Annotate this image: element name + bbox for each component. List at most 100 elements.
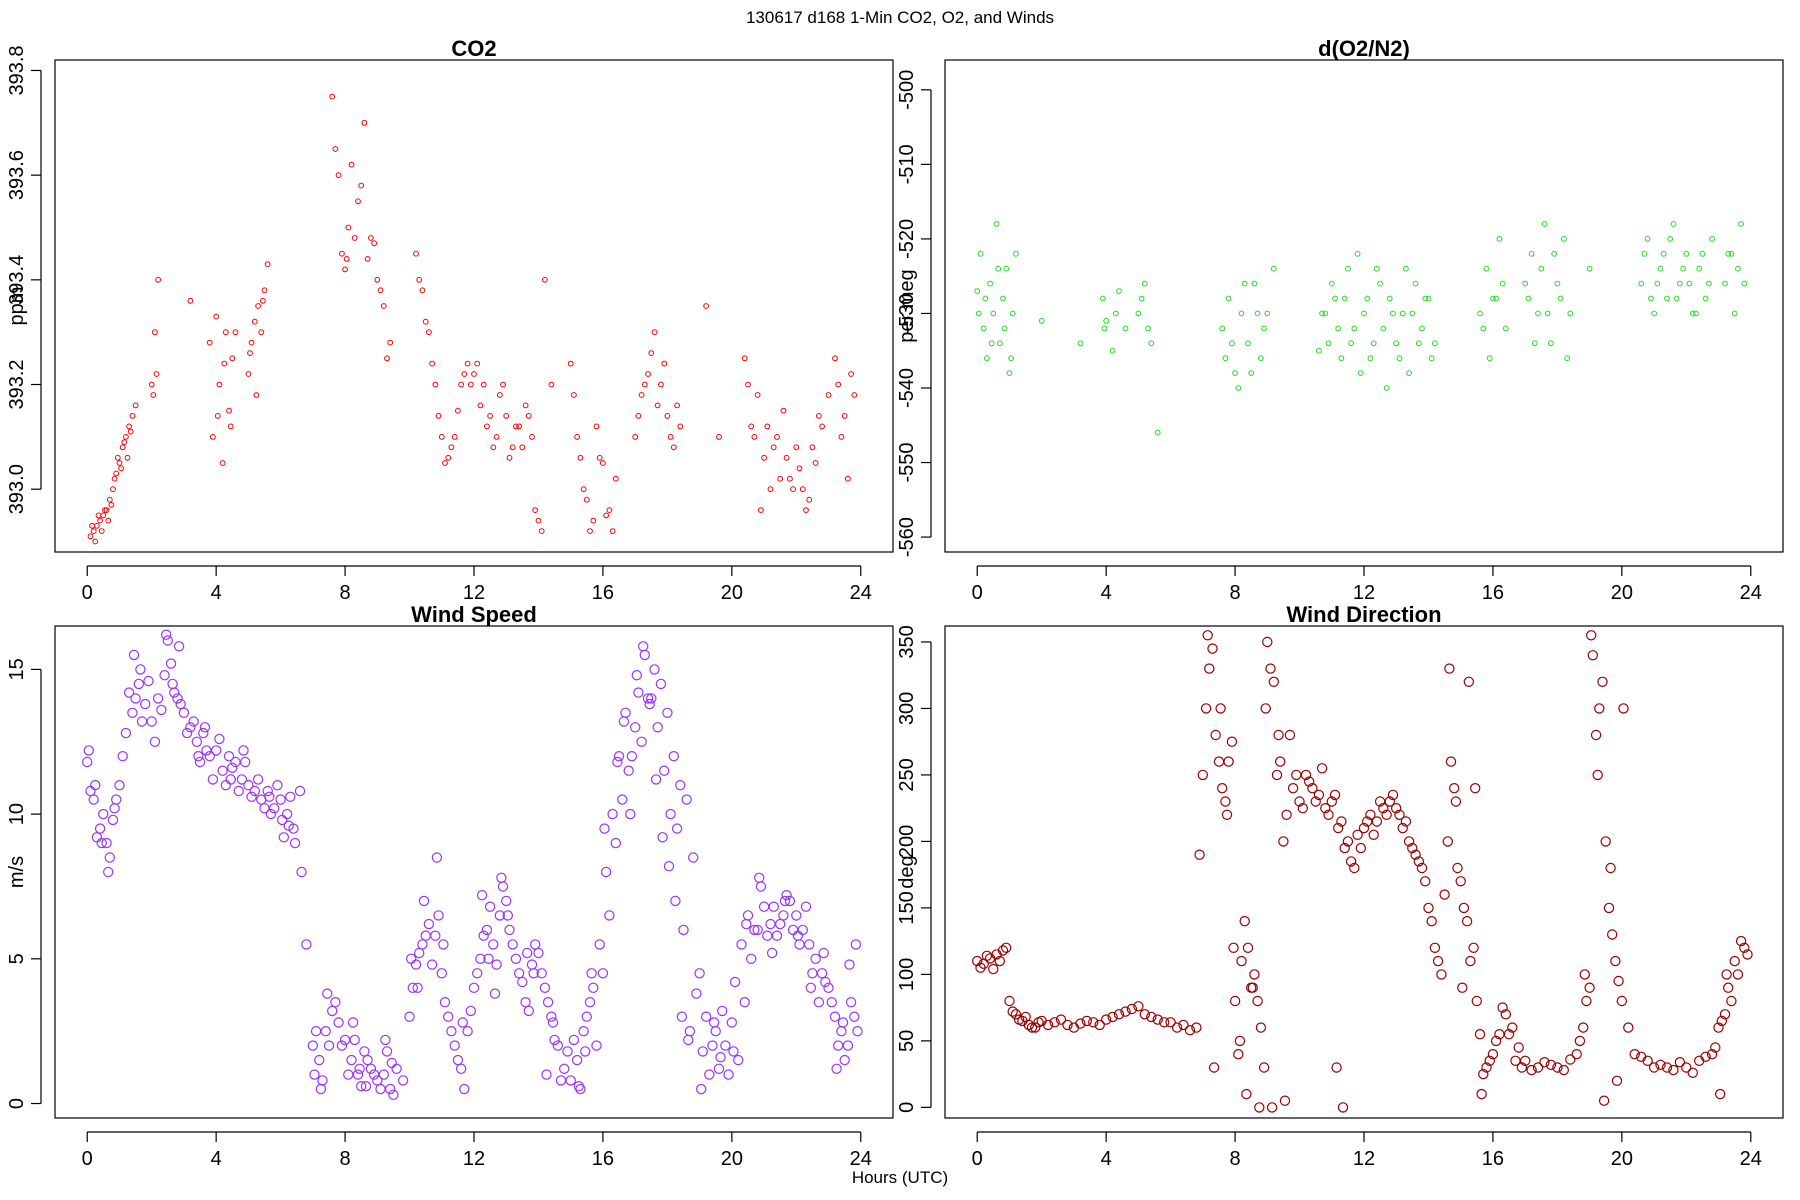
wind-speed-data-point xyxy=(315,1083,327,1095)
wind-direction-data-point xyxy=(1574,1035,1586,1047)
co2-data-point xyxy=(587,528,593,534)
co2-data-point xyxy=(124,454,131,461)
wind-direction-data-point xyxy=(1368,829,1379,841)
co2-data-point xyxy=(121,439,128,446)
wind-speed-data-point xyxy=(670,895,681,907)
o2n2-data-point xyxy=(1657,265,1664,272)
wind-speed-data-point xyxy=(236,774,248,785)
co2-data-point xyxy=(210,434,216,440)
o2n2-data-point xyxy=(995,265,1002,272)
o2n2-y-tick-label: -540 xyxy=(896,368,918,408)
wind-speed-data-point xyxy=(708,1017,720,1028)
wind-direction-data-point xyxy=(1603,902,1615,914)
wind-speed-data-point xyxy=(707,1040,718,1051)
o2n2-data-point xyxy=(1567,310,1574,317)
wind-speed-data-point xyxy=(368,1069,380,1080)
wind-speed-data-point xyxy=(496,872,507,884)
o2n2-x-tick-label: 24 xyxy=(1740,582,1762,604)
wind-speed-data-point xyxy=(94,823,106,834)
panel-co2: CO2 0 4 8 12 16 20 24 393.0 393.2 393.4 393.6 393.8 p… xyxy=(6,36,894,604)
wind-speed-data-point xyxy=(502,910,513,921)
wind-speed-data-point xyxy=(252,774,264,785)
o2n2-data-point xyxy=(1270,265,1277,272)
wind-speed-data-point xyxy=(214,733,225,745)
wind-speed-data-point xyxy=(528,968,539,979)
wind-speed-data-point xyxy=(555,1075,567,1086)
wind-direction-data-point xyxy=(1358,822,1370,834)
wind-speed-data-point xyxy=(546,1011,557,1022)
wind-direction-data-point xyxy=(1469,783,1481,794)
co2-data-point xyxy=(339,250,345,257)
co2-data-point xyxy=(677,423,684,430)
co2-data-point xyxy=(474,360,481,367)
wind-direction-data-point xyxy=(1558,1064,1570,1076)
wind-direction-data-point xyxy=(1165,1017,1176,1028)
wind-speed-data-point xyxy=(807,968,818,979)
wind-speed-data-point xyxy=(850,939,862,950)
o2n2-data-point xyxy=(1013,250,1019,257)
wind-direction-data-point xyxy=(1371,816,1383,827)
o2n2-data-point xyxy=(1112,310,1119,317)
o2n2-data-point xyxy=(1386,295,1393,302)
wind-speed-x-tick-label: 12 xyxy=(463,1148,485,1170)
wind-direction-y-tick-label: 0 xyxy=(896,1102,918,1113)
o2n2-data-point xyxy=(1241,280,1248,287)
wind-speed-data-point xyxy=(837,1017,849,1028)
o2n2-y-tick-label: -550 xyxy=(896,443,918,483)
wind-direction-data-point xyxy=(1216,783,1228,794)
wind-direction-data-point xyxy=(1326,796,1338,807)
wind-direction-data-point xyxy=(1152,1014,1163,1025)
wind-direction-data-point xyxy=(1303,776,1315,787)
wind-speed-data-point xyxy=(691,988,702,999)
wind-speed-data-point xyxy=(726,1017,738,1028)
wind-speed-data-point xyxy=(433,910,444,921)
o2n2-data-point xyxy=(1322,310,1329,317)
wind-speed-data-point xyxy=(713,1063,725,1075)
wind-speed-data-point xyxy=(359,1046,370,1057)
wind-speed-data-point xyxy=(681,794,692,805)
co2-data-point xyxy=(110,486,116,493)
wind-speed-data-point xyxy=(191,736,202,748)
wind-speed-data-point xyxy=(741,918,752,930)
wind-direction-data-point xyxy=(1616,995,1628,1007)
co2-x-tick-label: 16 xyxy=(592,582,614,604)
wind-direction-data-point xyxy=(1739,942,1750,954)
wind-speed-data-point xyxy=(697,1046,709,1057)
o2n2-data-point xyxy=(1502,325,1509,332)
wind-direction-data-point xyxy=(1710,1042,1721,1053)
wind-speed-data-point xyxy=(117,751,128,762)
wind-direction-data-point xyxy=(1500,1009,1512,1020)
wind-direction-data-point xyxy=(988,963,999,975)
co2-data-point xyxy=(748,423,755,430)
wind-direction-data-point xyxy=(1618,703,1629,714)
co2-data-point xyxy=(251,318,258,325)
wind-direction-data-point xyxy=(1284,729,1296,741)
co2-data-point xyxy=(606,507,613,514)
wind-speed-data-point xyxy=(375,1083,386,1095)
co2-data-point xyxy=(812,460,819,466)
wind-speed-data-point xyxy=(465,1005,476,1017)
wind-speed-data-point xyxy=(259,803,270,814)
wind-direction-data-point xyxy=(1623,1022,1634,1033)
wind-speed-data-point xyxy=(207,774,219,785)
wind-speed-data-point xyxy=(249,785,260,797)
wind-speed-data-point xyxy=(723,1069,734,1080)
o2n2-data-point xyxy=(1496,236,1503,242)
wind-speed-data-point xyxy=(591,1040,602,1051)
o2n2-data-point xyxy=(1535,310,1541,317)
wind-direction-data-point xyxy=(1068,1022,1080,1033)
o2n2-data-point xyxy=(1541,221,1548,227)
wind-speed-data-point xyxy=(728,1046,739,1057)
wind-speed-data-point xyxy=(749,924,760,936)
wind-direction-data-point xyxy=(1258,1062,1270,1073)
wind-direction-data-point xyxy=(1355,842,1367,854)
co2-data-point xyxy=(342,266,349,273)
o2n2-data-point xyxy=(1557,295,1564,302)
wind-direction-data-point xyxy=(1577,1022,1589,1033)
wind-direction-data-point xyxy=(1242,942,1254,954)
wind-direction-data-point xyxy=(1204,663,1215,674)
o2n2-data-point xyxy=(987,280,993,287)
co2-data-point xyxy=(226,407,232,414)
wind-speed-data-point xyxy=(733,1054,744,1066)
wind-speed-data-point xyxy=(826,997,838,1008)
